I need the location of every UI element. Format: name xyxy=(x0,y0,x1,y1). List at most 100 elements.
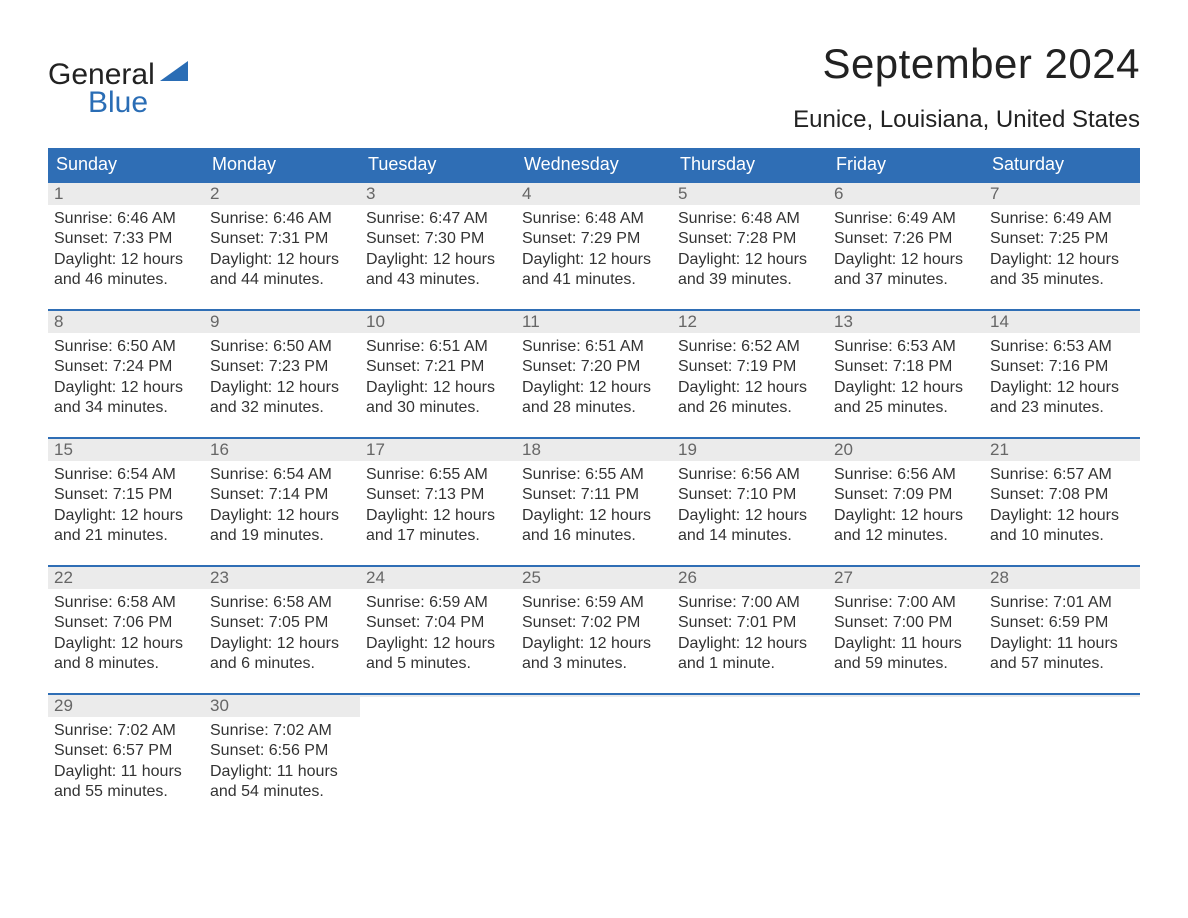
daylight-line-2: and 21 minutes. xyxy=(54,526,198,546)
dow-wednesday: Wednesday xyxy=(516,148,672,181)
day-number: 9 xyxy=(204,309,360,333)
day-body: Sunrise: 6:54 AMSunset: 7:15 PMDaylight:… xyxy=(48,461,204,551)
sunrise-line: Sunrise: 6:58 AM xyxy=(54,593,198,613)
day-cell: 4Sunrise: 6:48 AMSunset: 7:29 PMDaylight… xyxy=(516,181,672,309)
sunset-line: Sunset: 6:59 PM xyxy=(990,613,1134,633)
day-body: Sunrise: 6:58 AMSunset: 7:06 PMDaylight:… xyxy=(48,589,204,679)
sunrise-line: Sunrise: 6:49 AM xyxy=(990,209,1134,229)
week-row: 15Sunrise: 6:54 AMSunset: 7:15 PMDayligh… xyxy=(48,437,1140,565)
sunrise-line: Sunrise: 6:59 AM xyxy=(522,593,666,613)
day-cell: 5Sunrise: 6:48 AMSunset: 7:28 PMDaylight… xyxy=(672,181,828,309)
sunrise-line: Sunrise: 6:56 AM xyxy=(678,465,822,485)
daylight-line-2: and 43 minutes. xyxy=(366,270,510,290)
sunrise-line: Sunrise: 6:54 AM xyxy=(210,465,354,485)
sunrise-line: Sunrise: 6:50 AM xyxy=(54,337,198,357)
sunrise-line: Sunrise: 7:02 AM xyxy=(210,721,354,741)
sail-icon xyxy=(159,60,189,86)
day-number: 29 xyxy=(48,693,204,717)
daylight-line-1: Daylight: 12 hours xyxy=(54,506,198,526)
day-cell: 24Sunrise: 6:59 AMSunset: 7:04 PMDayligh… xyxy=(360,565,516,693)
day-body: Sunrise: 6:52 AMSunset: 7:19 PMDaylight:… xyxy=(672,333,828,423)
day-number: 2 xyxy=(204,181,360,205)
sunrise-line: Sunrise: 7:02 AM xyxy=(54,721,198,741)
day-body: Sunrise: 6:53 AMSunset: 7:16 PMDaylight:… xyxy=(984,333,1140,423)
day-number xyxy=(672,693,828,697)
month-title: September 2024 xyxy=(793,40,1140,88)
dow-saturday: Saturday xyxy=(984,148,1140,181)
day-number: 20 xyxy=(828,437,984,461)
daylight-line-2: and 35 minutes. xyxy=(990,270,1134,290)
day-cell: 8Sunrise: 6:50 AMSunset: 7:24 PMDaylight… xyxy=(48,309,204,437)
day-number: 6 xyxy=(828,181,984,205)
day-number: 25 xyxy=(516,565,672,589)
week-row: 22Sunrise: 6:58 AMSunset: 7:06 PMDayligh… xyxy=(48,565,1140,693)
sunrise-line: Sunrise: 6:51 AM xyxy=(366,337,510,357)
day-body: Sunrise: 7:01 AMSunset: 6:59 PMDaylight:… xyxy=(984,589,1140,679)
sunset-line: Sunset: 7:19 PM xyxy=(678,357,822,377)
day-number: 28 xyxy=(984,565,1140,589)
day-number: 13 xyxy=(828,309,984,333)
location-subtitle: Eunice, Louisiana, United States xyxy=(793,106,1140,134)
daylight-line-1: Daylight: 12 hours xyxy=(366,250,510,270)
day-body: Sunrise: 6:50 AMSunset: 7:24 PMDaylight:… xyxy=(48,333,204,423)
day-cell: 11Sunrise: 6:51 AMSunset: 7:20 PMDayligh… xyxy=(516,309,672,437)
daylight-line-2: and 10 minutes. xyxy=(990,526,1134,546)
daylight-line-1: Daylight: 11 hours xyxy=(834,634,978,654)
day-cell: 14Sunrise: 6:53 AMSunset: 7:16 PMDayligh… xyxy=(984,309,1140,437)
daylight-line-1: Daylight: 12 hours xyxy=(522,250,666,270)
sunset-line: Sunset: 7:13 PM xyxy=(366,485,510,505)
sunrise-line: Sunrise: 6:47 AM xyxy=(366,209,510,229)
page-header: General Blue September 2024 Eunice, Loui… xyxy=(48,40,1140,134)
daylight-line-2: and 23 minutes. xyxy=(990,398,1134,418)
day-number: 22 xyxy=(48,565,204,589)
daylight-line-1: Daylight: 12 hours xyxy=(366,378,510,398)
day-cell: 18Sunrise: 6:55 AMSunset: 7:11 PMDayligh… xyxy=(516,437,672,565)
daylight-line-2: and 8 minutes. xyxy=(54,654,198,674)
brand-logo: General Blue xyxy=(48,60,189,118)
day-number: 4 xyxy=(516,181,672,205)
title-block: September 2024 Eunice, Louisiana, United… xyxy=(793,40,1140,134)
day-cell: 7Sunrise: 6:49 AMSunset: 7:25 PMDaylight… xyxy=(984,181,1140,309)
day-number: 24 xyxy=(360,565,516,589)
sunset-line: Sunset: 7:29 PM xyxy=(522,229,666,249)
daylight-line-2: and 39 minutes. xyxy=(678,270,822,290)
day-body: Sunrise: 6:55 AMSunset: 7:13 PMDaylight:… xyxy=(360,461,516,551)
sunset-line: Sunset: 7:30 PM xyxy=(366,229,510,249)
day-cell xyxy=(360,693,516,821)
daylight-line-2: and 16 minutes. xyxy=(522,526,666,546)
daylight-line-1: Daylight: 12 hours xyxy=(990,378,1134,398)
day-number: 16 xyxy=(204,437,360,461)
sunset-line: Sunset: 7:23 PM xyxy=(210,357,354,377)
sunset-line: Sunset: 7:09 PM xyxy=(834,485,978,505)
dow-sunday: Sunday xyxy=(48,148,204,181)
sunset-line: Sunset: 7:04 PM xyxy=(366,613,510,633)
sunset-line: Sunset: 6:57 PM xyxy=(54,741,198,761)
daylight-line-2: and 30 minutes. xyxy=(366,398,510,418)
day-number: 10 xyxy=(360,309,516,333)
daylight-line-1: Daylight: 11 hours xyxy=(54,762,198,782)
daylight-line-1: Daylight: 12 hours xyxy=(678,378,822,398)
sunset-line: Sunset: 7:18 PM xyxy=(834,357,978,377)
daylight-line-2: and 46 minutes. xyxy=(54,270,198,290)
day-cell: 27Sunrise: 7:00 AMSunset: 7:00 PMDayligh… xyxy=(828,565,984,693)
sunset-line: Sunset: 7:00 PM xyxy=(834,613,978,633)
sunrise-line: Sunrise: 6:57 AM xyxy=(990,465,1134,485)
day-number: 21 xyxy=(984,437,1140,461)
day-body: Sunrise: 6:47 AMSunset: 7:30 PMDaylight:… xyxy=(360,205,516,295)
day-cell: 13Sunrise: 6:53 AMSunset: 7:18 PMDayligh… xyxy=(828,309,984,437)
day-body: Sunrise: 6:49 AMSunset: 7:26 PMDaylight:… xyxy=(828,205,984,295)
day-number: 17 xyxy=(360,437,516,461)
daylight-line-1: Daylight: 12 hours xyxy=(678,506,822,526)
week-row: 29Sunrise: 7:02 AMSunset: 6:57 PMDayligh… xyxy=(48,693,1140,821)
day-body: Sunrise: 6:48 AMSunset: 7:28 PMDaylight:… xyxy=(672,205,828,295)
day-cell: 23Sunrise: 6:58 AMSunset: 7:05 PMDayligh… xyxy=(204,565,360,693)
sunrise-line: Sunrise: 7:00 AM xyxy=(678,593,822,613)
sunrise-line: Sunrise: 6:49 AM xyxy=(834,209,978,229)
day-number: 27 xyxy=(828,565,984,589)
day-cell xyxy=(984,693,1140,821)
day-cell: 9Sunrise: 6:50 AMSunset: 7:23 PMDaylight… xyxy=(204,309,360,437)
day-cell: 22Sunrise: 6:58 AMSunset: 7:06 PMDayligh… xyxy=(48,565,204,693)
sunrise-line: Sunrise: 6:55 AM xyxy=(366,465,510,485)
day-number: 5 xyxy=(672,181,828,205)
day-number: 11 xyxy=(516,309,672,333)
